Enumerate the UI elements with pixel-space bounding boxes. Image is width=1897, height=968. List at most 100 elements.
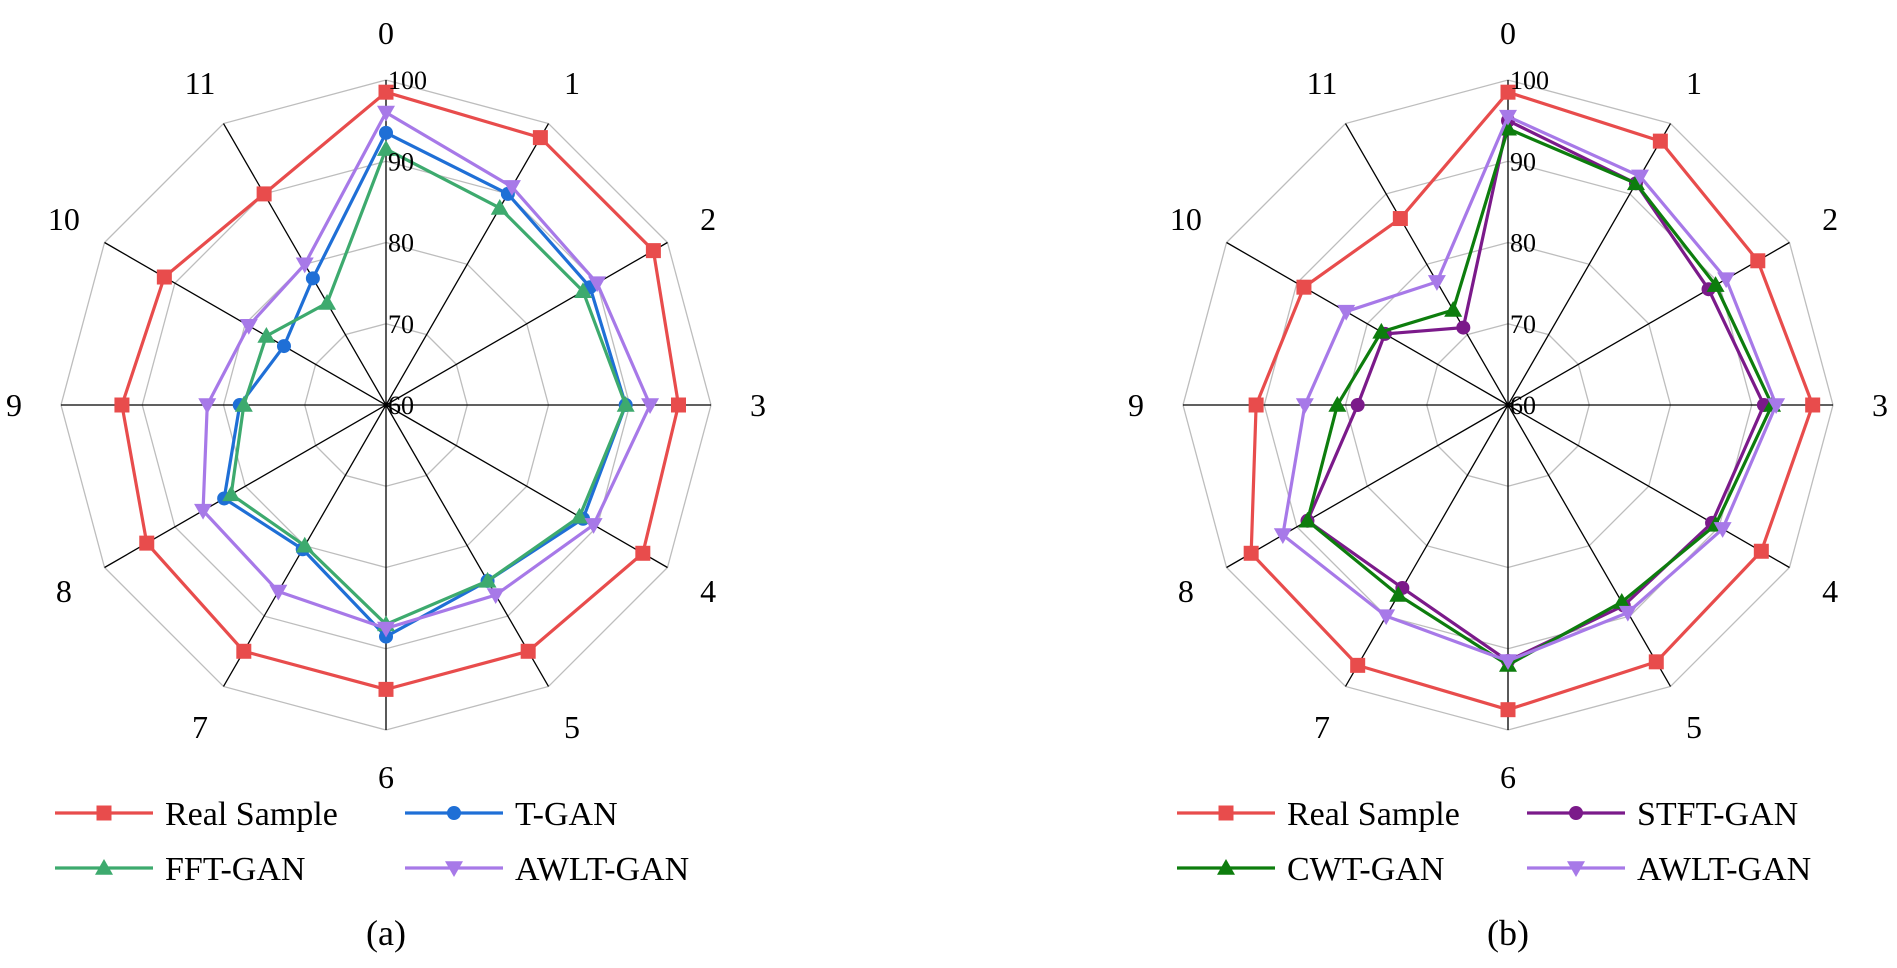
series-line-cwt-gan — [1305, 126, 1774, 667]
tick-label: 70 — [388, 310, 414, 339]
data-point — [584, 518, 603, 534]
category-label: 9 — [6, 387, 22, 423]
data-point — [377, 105, 395, 122]
tick-label: 100 — [1510, 66, 1549, 95]
data-point — [378, 681, 394, 697]
data-point — [490, 198, 509, 215]
category-label: 8 — [56, 573, 72, 609]
axis-spoke — [1226, 404, 1509, 569]
category-label: 8 — [1178, 573, 1194, 609]
data-point — [1713, 522, 1732, 538]
series-line-awlt-gan — [1281, 114, 1778, 663]
data-point — [1350, 657, 1366, 673]
axis-spoke — [1344, 123, 1509, 406]
panel-label: (b) — [1487, 913, 1529, 953]
category-label: 11 — [1307, 65, 1338, 101]
data-point — [377, 140, 395, 156]
data-point — [1500, 702, 1516, 718]
legend-swatch-marker — [1567, 861, 1585, 877]
legend-swatch-marker — [445, 861, 463, 877]
data-point — [1612, 593, 1631, 609]
category-label: 7 — [1314, 709, 1330, 745]
axis-spoke — [385, 404, 550, 687]
category-label: 6 — [1500, 759, 1516, 795]
data-point — [1500, 84, 1516, 100]
data-point — [1328, 396, 1347, 412]
category-label: 11 — [185, 65, 216, 101]
data-point — [1631, 169, 1650, 186]
data-point — [1392, 211, 1408, 227]
series-line-t-gan — [222, 130, 628, 639]
data-point — [1273, 528, 1292, 544]
legend-swatch-marker — [96, 805, 112, 821]
data-point — [1750, 253, 1766, 269]
data-point — [1296, 279, 1312, 295]
category-label: 2 — [700, 201, 716, 237]
panel-a: 60 70 80 90 100 0 1 2 3 4 5 6 7 8 9 10 11 Real Sample T-GA… — [6, 15, 766, 953]
legend-label: FFT-GAN — [165, 851, 305, 888]
axis-spoke — [1344, 404, 1509, 687]
data-point — [570, 507, 589, 524]
data-point — [1389, 585, 1408, 602]
data-point — [616, 396, 635, 412]
data-point — [295, 536, 314, 553]
legend-label: STFT-GAN — [1637, 796, 1798, 833]
data-point — [1753, 543, 1769, 559]
axis-spoke — [385, 123, 550, 406]
tick-label: 80 — [1510, 229, 1536, 258]
category-label: 2 — [1822, 201, 1838, 237]
legend-swatch-marker — [95, 859, 113, 875]
axis-spoke — [385, 404, 668, 569]
data-point — [1626, 174, 1645, 191]
data-point — [1499, 109, 1517, 126]
data-point — [1805, 397, 1821, 413]
axis-spoke — [385, 241, 668, 406]
data-point — [1295, 398, 1314, 414]
data-point — [1717, 272, 1736, 289]
data-point — [1767, 398, 1786, 414]
legend-label: Real Sample — [165, 796, 338, 833]
series-line-fft-gan — [229, 146, 628, 627]
data-point — [1298, 511, 1317, 528]
data-point — [574, 282, 593, 298]
data-point — [532, 130, 548, 146]
legend-label: T-GAN — [515, 796, 618, 833]
data-point — [377, 621, 395, 638]
data-point — [239, 319, 258, 335]
data-point — [222, 485, 241, 502]
data-point — [1427, 275, 1446, 291]
category-label: 3 — [1872, 387, 1888, 423]
legend-label: AWLT-GAN — [1637, 851, 1811, 888]
legend-label: CWT-GAN — [1287, 851, 1444, 888]
axis-spoke — [1507, 241, 1790, 406]
data-point — [635, 545, 651, 561]
data-point — [1377, 609, 1396, 626]
legend-label: AWLT-GAN — [515, 851, 689, 888]
data-point — [318, 293, 337, 310]
tick-label: 80 — [388, 229, 414, 258]
data-point — [486, 588, 505, 604]
category-label: 10 — [1170, 201, 1202, 237]
data-point — [671, 397, 686, 413]
data-point — [1372, 322, 1391, 339]
category-label: 6 — [378, 759, 394, 795]
data-point — [156, 269, 172, 285]
data-point — [276, 339, 291, 354]
tick-label: 90 — [1510, 147, 1536, 176]
panel-b: 60 70 80 90 100 0 1 2 3 4 5 6 7 8 9 10 11 Real Sample STFT… — [1128, 15, 1888, 953]
tick-label: 90 — [388, 147, 414, 176]
data-point — [139, 535, 155, 551]
axis-spoke — [1226, 241, 1509, 406]
data-point — [1618, 605, 1637, 622]
data-point — [234, 396, 253, 412]
data-point — [1648, 654, 1664, 670]
category-label: 10 — [48, 201, 80, 237]
data-point — [295, 257, 314, 274]
tick-label: 60 — [1510, 391, 1536, 420]
data-point — [379, 125, 393, 140]
data-point — [1337, 304, 1356, 321]
category-label: 1 — [564, 65, 580, 101]
data-point — [114, 397, 130, 413]
tick-label: 70 — [1510, 310, 1536, 339]
